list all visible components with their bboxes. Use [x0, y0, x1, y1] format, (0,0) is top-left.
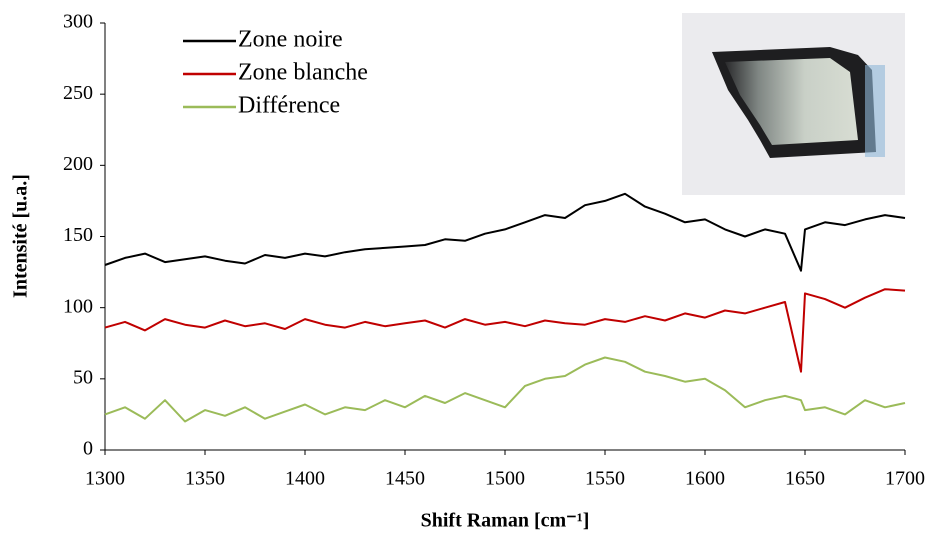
- x-tick-label: 1450: [385, 468, 425, 490]
- y-tick-label: 150: [63, 224, 93, 246]
- y-tick-label: 200: [63, 153, 93, 175]
- x-tick-label: 1350: [185, 468, 225, 490]
- x-tick-label: 1600: [685, 468, 725, 490]
- series-line: [104, 192, 906, 272]
- x-tick-label: 1650: [785, 468, 825, 490]
- y-tick-label: 0: [83, 438, 93, 460]
- y-tick-label: 50: [73, 366, 93, 388]
- x-tick-label: 1700: [885, 468, 925, 490]
- inset-photo: [682, 13, 905, 195]
- x-tick-label: 1500: [485, 468, 525, 490]
- x-tick-label: 1550: [585, 468, 625, 490]
- y-axis-title: Intensité [u.a.]: [10, 174, 32, 298]
- legend-label: Différence: [238, 93, 340, 119]
- legend-label: Zone noire: [238, 27, 343, 53]
- series-line: [104, 356, 906, 423]
- x-axis-title: Shift Raman [cm⁻¹]: [421, 510, 590, 532]
- y-tick-label: 300: [63, 11, 93, 33]
- x-tick-label: 1400: [285, 468, 325, 490]
- legend-label: Zone blanche: [238, 60, 368, 86]
- y-tick-label: 100: [63, 295, 93, 317]
- y-tick-label: 250: [63, 82, 93, 104]
- x-tick-label: 1300: [85, 468, 125, 490]
- series-line: [104, 288, 906, 373]
